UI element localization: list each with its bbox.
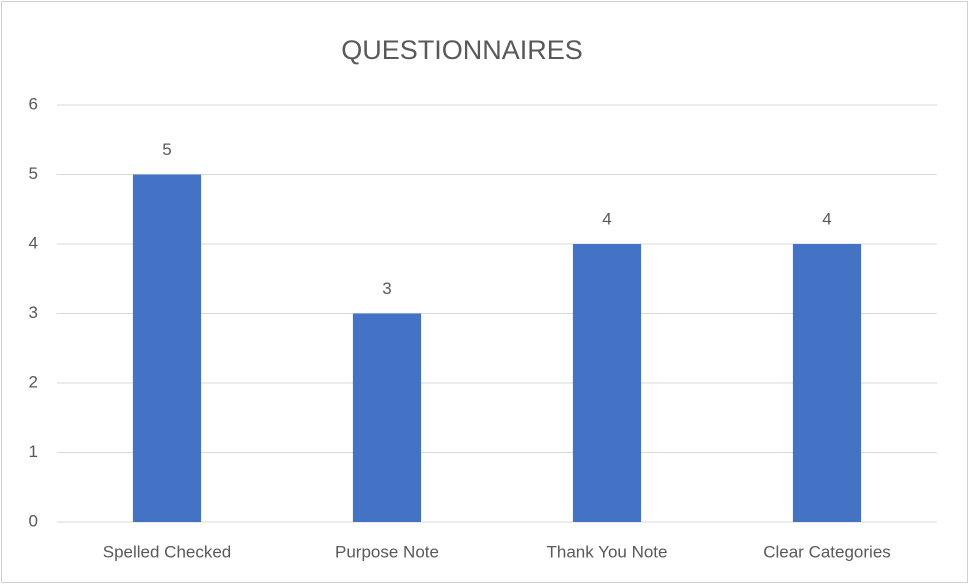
x-tick-label: Clear Categories xyxy=(763,542,891,561)
y-tick-label: 1 xyxy=(29,442,38,461)
bar xyxy=(572,244,642,522)
y-tick-label: 4 xyxy=(29,233,38,252)
data-label: 3 xyxy=(382,279,391,298)
data-label: 4 xyxy=(822,209,831,228)
y-tick-label: 3 xyxy=(29,303,38,322)
bar xyxy=(792,244,862,522)
data-label: 4 xyxy=(602,209,611,228)
y-tick-label: 0 xyxy=(29,511,38,530)
x-tick-label: Thank You Note xyxy=(547,542,668,561)
y-tick-label: 6 xyxy=(29,94,38,113)
chart-title: QUESTIONNAIRES xyxy=(341,35,583,65)
y-tick-label: 5 xyxy=(29,164,38,183)
x-tick-label: Spelled Checked xyxy=(103,542,232,561)
bar xyxy=(352,313,422,522)
y-tick-label: 2 xyxy=(29,372,38,391)
data-label: 5 xyxy=(162,140,171,159)
bar xyxy=(132,174,202,522)
x-tick-label: Purpose Note xyxy=(335,542,439,561)
